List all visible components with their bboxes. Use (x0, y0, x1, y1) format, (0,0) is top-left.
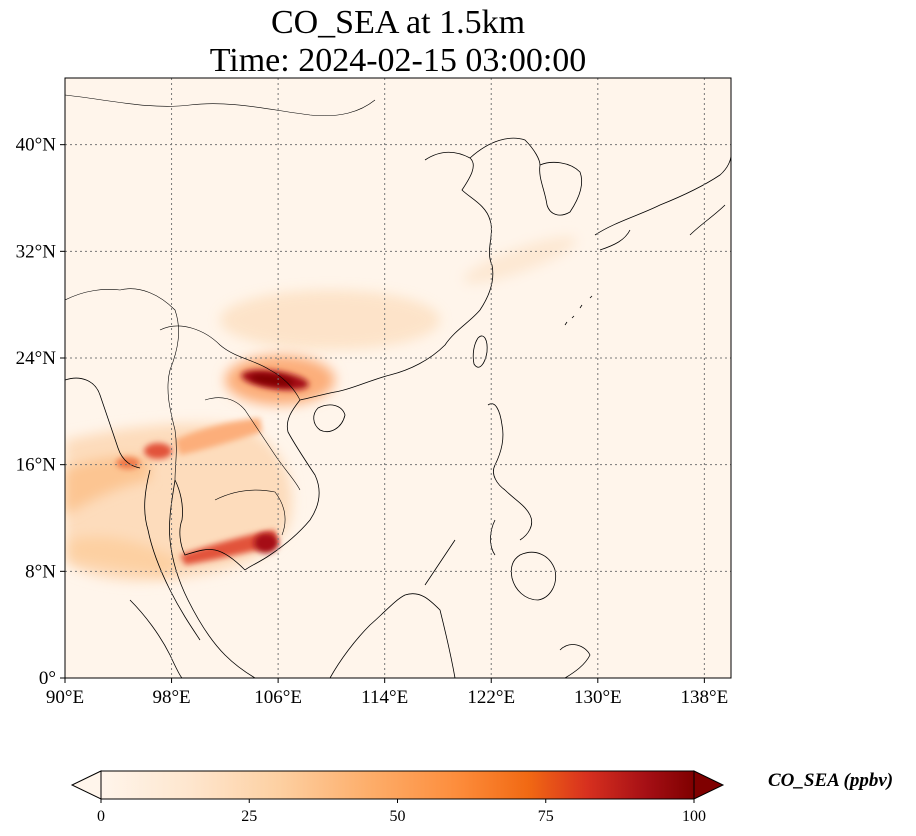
coastline-korea (539, 161, 583, 216)
colorbar-tick-label: 50 (390, 808, 406, 825)
colorbar: 0 25 50 75 100 (70, 770, 725, 825)
lon-tick-label: 130°E (574, 687, 622, 708)
colorbar-label: CO_SEA (ppbv) (768, 770, 894, 791)
plume-laos-thailand (175, 418, 262, 455)
longitude-ticks: 90°E 98°E 106°E 114°E 122°E 130°E 138°E (46, 678, 728, 708)
border-cambodia (214, 489, 286, 536)
gridlines (65, 78, 731, 678)
coastline-visayas (490, 489, 533, 556)
colorbar-tick-label: 0 (97, 808, 105, 825)
coastline-sulawesi (559, 644, 591, 678)
plot-subtitle-time: Time: 2024-02-15 03:00:00 (209, 42, 587, 79)
lat-tick-label: 16°N (16, 455, 57, 476)
latitude-ticks: 0° 8°N 16°N 24°N 32°N 40°N (16, 135, 65, 689)
border-myanmar-thailand (119, 288, 179, 481)
plume-cambodia (180, 530, 278, 565)
coastline-sumatra (129, 599, 183, 678)
lat-tick-label: 40°N (16, 135, 57, 156)
border-china-south (159, 325, 301, 401)
lat-tick-label: 24°N (16, 348, 57, 369)
lon-tick-label: 122°E (467, 687, 515, 708)
lon-tick-label: 114°E (361, 687, 408, 708)
coastline-luzon (487, 403, 506, 491)
haze-southeast-china (220, 290, 440, 350)
colorbar-tick-label: 25 (241, 808, 257, 825)
hotspot-myanmar-thailand (144, 443, 172, 459)
plume-myanmar-south (70, 536, 180, 575)
coastline-japan (594, 154, 731, 251)
border-laos (204, 397, 301, 491)
coastline-hainan (313, 404, 346, 432)
coastline-myanmar (65, 377, 141, 469)
border-mongolia (65, 94, 376, 116)
colorbar-extend-min (70, 770, 102, 800)
coastline-borneo (329, 593, 456, 678)
colorbar-ticks: 0 25 50 75 100 (97, 799, 706, 825)
lat-tick-label: 32°N (16, 241, 57, 262)
concentration-field (65, 236, 577, 581)
coastline-gulf-of-thailand (174, 479, 246, 571)
map-background (65, 78, 731, 678)
colorbar-extend-max (693, 770, 725, 800)
map-frame (64, 77, 732, 679)
coastline-north-china (469, 137, 541, 166)
border-india-china (65, 289, 121, 301)
coastline-vietnam (244, 399, 320, 571)
lon-tick-label: 98°E (152, 687, 190, 708)
colorbar-tick-label: 75 (538, 808, 554, 825)
haze-east-china-sea (463, 236, 577, 284)
hotspot-tonkin-core (250, 374, 294, 386)
coastline-mindanao (510, 551, 557, 601)
coastline-ryukyu (564, 295, 593, 326)
hotspot-mekong (254, 533, 278, 553)
coastlines (65, 94, 731, 678)
coastline-andaman (144, 469, 201, 641)
lat-tick-label: 8°N (25, 561, 56, 582)
lon-tick-label: 138°E (681, 687, 729, 708)
lon-tick-label: 106°E (254, 687, 302, 708)
lat-tick-label: 0° (39, 668, 56, 689)
coastline-taiwan (472, 335, 488, 368)
plume-myanmar-west (65, 456, 150, 515)
plot-title: CO_SEA at 1.5km (270, 4, 526, 41)
coastline-china-east (299, 151, 494, 401)
lon-tick-label: 90°E (46, 687, 84, 708)
coastline-malay-peninsula (169, 479, 256, 678)
colorbar-tick-label: 100 (682, 808, 706, 825)
colorbar-gradient (101, 771, 694, 799)
coastline-palawan (424, 539, 456, 586)
